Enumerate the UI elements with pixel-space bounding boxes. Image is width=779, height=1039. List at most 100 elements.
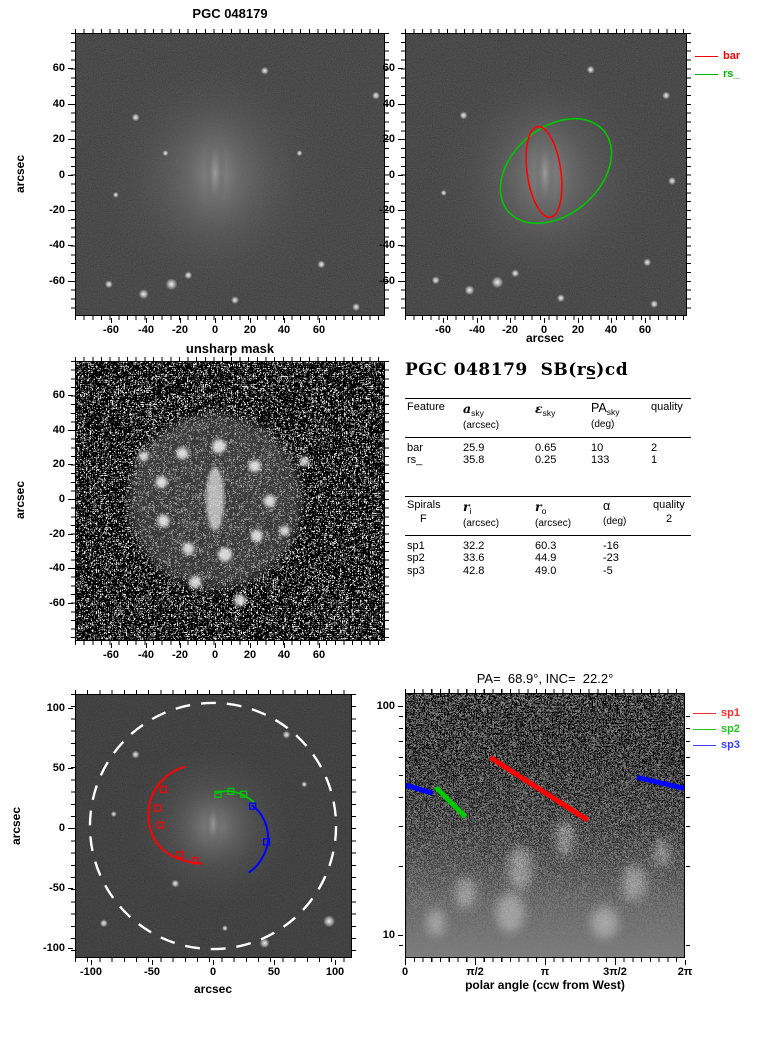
tick-mark [146, 643, 147, 648]
tick-mark [68, 464, 73, 465]
overlay-image [406, 34, 686, 315]
log-minor-tick [399, 716, 403, 717]
tick-mark [68, 104, 73, 105]
overlay-xlabel: arcsec [525, 331, 565, 345]
deprojected-image [76, 695, 351, 957]
log-minor-tick [399, 945, 403, 946]
tick-mark [284, 643, 285, 648]
y-tick-label: 60 [52, 389, 65, 401]
table-row: rs_ 35.8 0.25 133 1 [405, 454, 691, 467]
direct-image [76, 34, 384, 315]
deproj-xlabel: arcsec [193, 982, 233, 996]
x-tick-label: 100 [325, 966, 345, 978]
x-tick-label: 20 [243, 649, 257, 661]
r-outer-value: 60.3 [535, 539, 557, 552]
tick-mark [68, 430, 73, 431]
tick-mark [398, 139, 403, 140]
log-minor-tick [686, 797, 690, 798]
quality-value [651, 552, 691, 565]
y-tick-label: 40 [52, 98, 65, 110]
tick-mark [111, 318, 112, 323]
tick-mark [180, 318, 181, 323]
x-tick-label: 0 [540, 324, 548, 336]
x-tick-label: 40 [277, 324, 291, 336]
quality-value [651, 565, 691, 578]
tick-mark [68, 245, 73, 246]
log-minor-tick [686, 866, 690, 867]
quality-value [651, 535, 691, 552]
feature-name: rs_ [407, 454, 423, 467]
tick-mark [284, 318, 285, 323]
y-tick-label: 10 [382, 929, 395, 941]
legend-label-sp2: sp2 [721, 723, 740, 735]
log-minor-tick [399, 826, 403, 827]
y-tick-label: -100 [42, 942, 65, 954]
log-minor-tick [686, 741, 690, 742]
a-sky-value: 25.9 [463, 441, 485, 454]
y-tick-label: 40 [382, 98, 395, 110]
y-tick-label: -40 [49, 239, 65, 251]
table-row: sp3 42.8 49.0 -5 [405, 565, 691, 578]
x-tick-label: 0 [209, 966, 217, 978]
x-tick-label: 60 [312, 649, 326, 661]
x-tick-label: 40 [604, 324, 618, 336]
x-tick-label: 0 [211, 649, 219, 661]
tick-mark [398, 281, 403, 282]
x-tick-label: 40 [277, 649, 291, 661]
col-r-outer: ro (arcsec) [535, 499, 572, 529]
tick-mark [68, 603, 73, 604]
pa-sky-value: 10 [591, 441, 604, 454]
table-row: sp2 33.6 44.9 -23 [405, 552, 691, 565]
x-tick-label: 20 [243, 324, 257, 336]
tick-mark [68, 281, 73, 282]
spiral-name: sp1 [407, 539, 425, 552]
x-tick-label: 20 [571, 324, 585, 336]
spiral-name: sp3 [407, 564, 425, 577]
unsharp-ylabel: arcsec [13, 480, 27, 520]
y-tick-label: -60 [49, 597, 65, 609]
galaxy-info-title: PGC 048179 SB(rs̲)cd [405, 360, 628, 380]
quality-value: 1 [651, 454, 658, 467]
y-tick-label: -20 [379, 204, 395, 216]
log-minor-tick [686, 945, 690, 946]
legend-label-sp1: sp1 [721, 707, 740, 719]
col-spirals: Spirals F [407, 499, 441, 525]
log-minor-tick [686, 775, 690, 776]
legend-item-rs: rs_ [695, 68, 740, 80]
tick-mark [398, 245, 403, 246]
y-tick-label: -50 [49, 882, 65, 894]
tick-mark [68, 708, 73, 709]
legend-item-bar: bar [695, 50, 740, 62]
tick-mark [475, 960, 476, 965]
tick-mark [544, 318, 545, 323]
tick-mark [274, 960, 275, 965]
tick-mark [68, 828, 73, 829]
x-tick-label: 3π/2 [603, 966, 627, 978]
tick-mark [68, 499, 73, 500]
x-tick-label: 0 [211, 324, 219, 336]
table-row: sp1 32.2 60.3 -16 [405, 535, 691, 552]
x-tick-label: -20 [502, 324, 518, 336]
col-feature: Feature [407, 401, 445, 413]
tick-mark [91, 960, 92, 965]
log-minor-tick [399, 728, 403, 729]
tick-mark [180, 643, 181, 648]
y-tick-label: 20 [52, 133, 65, 145]
legend-label-sp3: sp3 [721, 739, 740, 751]
tick-mark [319, 643, 320, 648]
tick-mark [152, 960, 153, 965]
legend-label-bar: bar [723, 50, 741, 62]
tick-mark [398, 68, 403, 69]
tick-mark [545, 960, 546, 965]
y-tick-label: 20 [382, 133, 395, 145]
legend-line-sp3 [693, 744, 716, 746]
legend-item-sp3: sp3 [693, 739, 740, 751]
x-tick-label: π [540, 966, 550, 978]
y-tick-label: 40 [52, 424, 65, 436]
x-tick-label: 60 [312, 324, 326, 336]
y-tick-label: 0 [388, 169, 395, 181]
alpha-value: -23 [603, 552, 619, 565]
legend-label-rs: rs_ [723, 68, 740, 80]
tick-mark [215, 643, 216, 648]
eps-sky-value: 0.65 [535, 441, 557, 454]
